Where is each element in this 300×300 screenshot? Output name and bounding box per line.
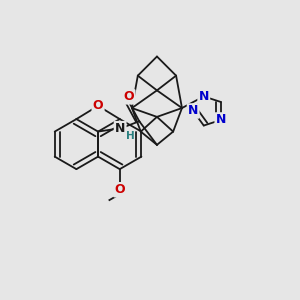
Text: N: N: [188, 104, 198, 118]
Text: O: O: [124, 90, 134, 104]
Text: N: N: [216, 113, 226, 127]
Text: N: N: [199, 90, 209, 103]
Text: N: N: [115, 122, 125, 135]
Text: O: O: [93, 99, 104, 112]
Text: O: O: [114, 183, 125, 196]
Text: H: H: [126, 131, 135, 141]
